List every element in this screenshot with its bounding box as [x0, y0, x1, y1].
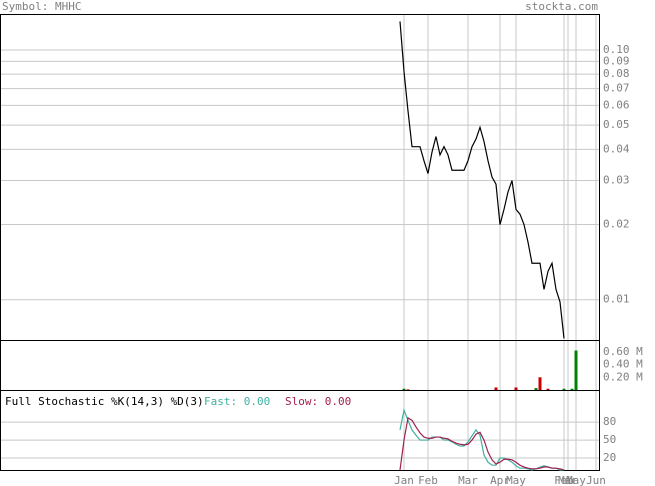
y-tick-label: 0.05 [603, 118, 630, 131]
volume-bar [574, 350, 578, 390]
stochastic-title: Full Stochastic %K(14,3) %D(3) [5, 395, 204, 408]
series-line [399, 416, 565, 471]
y-tick-label: 0.08 [603, 67, 630, 80]
price-panel [0, 14, 600, 341]
y-tick-label: 50 [603, 433, 616, 446]
y-tick-label: 0.01 [603, 293, 630, 306]
volume-bar [514, 387, 518, 390]
y-tick-label: 0.20 M [603, 370, 643, 383]
volume-panel [0, 340, 600, 391]
x-tick-label: Jun [586, 474, 606, 486]
y-tick-label: 0.07 [603, 82, 630, 95]
y-tick-label: 0.03 [603, 174, 630, 187]
stochastic-panel [0, 390, 600, 471]
volume-bar [402, 388, 406, 390]
x-tick-label: Mar [458, 474, 478, 486]
y-tick-label: 0.02 [603, 218, 630, 231]
volume-bar [406, 389, 410, 390]
volume-bar [538, 377, 542, 390]
y-tick-label: 0.60 M [603, 345, 643, 358]
volume-bar [534, 388, 538, 390]
volume-bar [494, 387, 498, 390]
volume-bar [562, 388, 566, 390]
y-tick-label: 80 [603, 415, 616, 428]
x-tick-label: May [566, 474, 586, 486]
y-tick-label: 0.04 [603, 142, 630, 155]
y-tick-label: 20 [603, 451, 616, 464]
x-tick-label: Mar [558, 474, 578, 486]
volume-bar [570, 388, 574, 390]
series-line [399, 21, 565, 339]
symbol-title: Symbol: MHHC [2, 0, 81, 13]
y-tick-label: 0.06 [603, 98, 630, 111]
x-tick-label: Feb [554, 474, 574, 486]
x-tick-label: Apr [490, 474, 510, 486]
x-tick-label: Jan [394, 474, 414, 486]
y-tick-label: 0.10 [603, 43, 630, 56]
legend-slow: Slow: 0.00 [285, 395, 351, 408]
source: stockta.com [525, 0, 598, 13]
x-tick-label: Feb [418, 474, 438, 486]
y-tick-label: 0.09 [603, 54, 630, 67]
volume-bar [546, 388, 550, 390]
legend-fast: Fast: 0.00 [204, 395, 270, 408]
y-tick-label: 0.40 M [603, 358, 643, 371]
x-tick-label: May [506, 474, 526, 486]
